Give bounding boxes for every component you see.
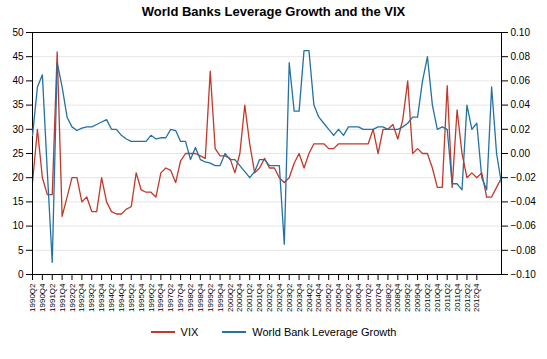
svg-text:1998Q4: 1998Q4 xyxy=(196,283,205,312)
svg-text:5: 5 xyxy=(18,245,24,256)
svg-text:50: 50 xyxy=(12,27,24,38)
svg-text:1996Q2: 1996Q2 xyxy=(147,283,156,312)
svg-text:1997Q2: 1997Q2 xyxy=(166,283,175,312)
svg-text:2008Q4: 2008Q4 xyxy=(393,283,402,312)
svg-text:1991Q2: 1991Q2 xyxy=(48,283,57,312)
svg-text:35: 35 xyxy=(12,99,24,110)
svg-text:2011Q2: 2011Q2 xyxy=(443,283,452,311)
svg-text:0.02: 0.02 xyxy=(511,124,531,135)
svg-text:2004Q2: 2004Q2 xyxy=(305,283,314,312)
svg-text:2007Q2: 2007Q2 xyxy=(364,283,373,312)
svg-text:1993Q2: 1993Q2 xyxy=(87,283,96,312)
svg-text:0: 0 xyxy=(18,269,24,280)
svg-text:−0.02: −0.02 xyxy=(511,172,537,183)
svg-text:10: 10 xyxy=(12,220,24,231)
svg-text:1991Q4: 1991Q4 xyxy=(58,283,67,312)
svg-text:1990Q4: 1990Q4 xyxy=(38,283,47,312)
svg-text:−0.06: −0.06 xyxy=(511,220,537,231)
svg-text:2003Q4: 2003Q4 xyxy=(295,283,304,312)
html-text:World Banks Leverage Growth an: World Banks Leverage Growth and the VIX xyxy=(141,4,406,19)
svg-text:1994Q2: 1994Q2 xyxy=(107,283,116,312)
svg-text:1992Q4: 1992Q4 xyxy=(77,283,86,312)
svg-text:0.06: 0.06 xyxy=(511,75,531,86)
svg-text:2007Q4: 2007Q4 xyxy=(374,283,383,312)
svg-text:2005Q4: 2005Q4 xyxy=(334,283,343,312)
svg-text:−0.10: −0.10 xyxy=(511,269,537,280)
svg-text:40: 40 xyxy=(12,75,24,86)
svg-text:2006Q4: 2006Q4 xyxy=(354,283,363,312)
svg-text:2002Q2: 2002Q2 xyxy=(265,283,274,312)
svg-text:2012Q4: 2012Q4 xyxy=(472,283,481,312)
html-text:VIX: VIX xyxy=(180,326,199,338)
svg-text:1996Q4: 1996Q4 xyxy=(156,283,165,312)
svg-text:0.08: 0.08 xyxy=(511,51,531,62)
html-text:World Bank Leverage Growth: World Bank Leverage Growth xyxy=(252,326,397,338)
svg-text:1998Q2: 1998Q2 xyxy=(186,283,195,312)
svg-text:1999Q4: 1999Q4 xyxy=(216,283,225,312)
svg-text:0.04: 0.04 xyxy=(511,99,531,110)
svg-text:2006Q2: 2006Q2 xyxy=(344,283,353,312)
svg-text:2000Q2: 2000Q2 xyxy=(226,283,235,312)
svg-text:2000Q4: 2000Q4 xyxy=(235,283,244,312)
svg-text:2008Q2: 2008Q2 xyxy=(384,283,393,312)
svg-text:2003Q2: 2003Q2 xyxy=(285,283,294,312)
svg-text:2009Q2: 2009Q2 xyxy=(403,283,412,312)
svg-text:2012Q2: 2012Q2 xyxy=(463,283,472,312)
svg-text:0.00: 0.00 xyxy=(511,148,531,159)
svg-text:2010Q4: 2010Q4 xyxy=(433,283,442,312)
svg-text:15: 15 xyxy=(12,196,24,207)
svg-text:45: 45 xyxy=(12,51,24,62)
svg-text:2011Q4: 2011Q4 xyxy=(453,283,462,311)
svg-text:2009Q4: 2009Q4 xyxy=(413,283,422,312)
svg-text:−0.08: −0.08 xyxy=(511,245,537,256)
svg-text:1990Q2: 1990Q2 xyxy=(28,283,37,312)
svg-text:20: 20 xyxy=(12,172,24,183)
svg-text:2010Q2: 2010Q2 xyxy=(423,283,432,312)
svg-text:25: 25 xyxy=(12,148,24,159)
svg-text:2001Q4: 2001Q4 xyxy=(255,283,264,312)
svg-text:2005Q2: 2005Q2 xyxy=(324,283,333,312)
svg-text:1993Q4: 1993Q4 xyxy=(97,283,106,312)
svg-text:0.10: 0.10 xyxy=(511,27,531,38)
svg-text:1994Q4: 1994Q4 xyxy=(117,283,126,312)
svg-text:−0.04: −0.04 xyxy=(511,196,537,207)
svg-text:30: 30 xyxy=(12,124,24,135)
svg-text:1992Q2: 1992Q2 xyxy=(68,283,77,312)
svg-text:2001Q2: 2001Q2 xyxy=(245,283,254,312)
svg-text:1995Q2: 1995Q2 xyxy=(127,283,136,312)
svg-text:1995Q4: 1995Q4 xyxy=(137,283,146,312)
svg-text:2004Q4: 2004Q4 xyxy=(314,283,323,312)
svg-text:1999Q2: 1999Q2 xyxy=(206,283,215,312)
svg-text:2002Q4: 2002Q4 xyxy=(275,283,284,312)
svg-text:1997Q4: 1997Q4 xyxy=(176,283,185,312)
